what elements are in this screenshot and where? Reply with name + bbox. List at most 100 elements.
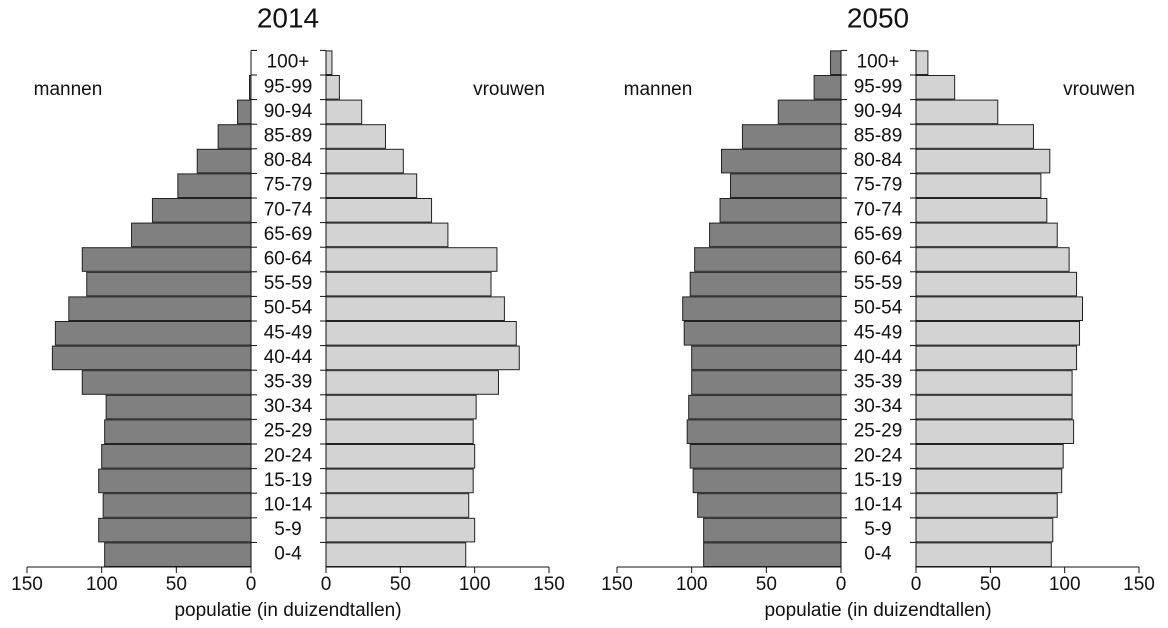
legend-label: vrouwen: [1063, 79, 1135, 100]
bar: [105, 394, 252, 420]
category-label: 55-59: [854, 273, 903, 294]
category-label: 60-64: [264, 249, 313, 270]
bar: [915, 419, 1075, 444]
bar: [325, 345, 520, 371]
x-tick-label: 150: [1123, 574, 1155, 595]
legend-label: vrouwen: [473, 79, 545, 100]
chart-title: 2050: [847, 2, 909, 33]
bar: [915, 271, 1078, 297]
category-label: 60-64: [854, 249, 903, 270]
category-label: 50-54: [264, 298, 313, 319]
category-label: 10-14: [854, 495, 903, 516]
bar: [719, 198, 842, 223]
category-label: 15-19: [264, 470, 313, 491]
bar: [325, 148, 404, 174]
bar: [325, 321, 517, 346]
bar: [777, 99, 842, 125]
bar: [741, 124, 842, 149]
bar: [325, 370, 499, 395]
category-label: 30-34: [264, 396, 313, 417]
bar: [915, 247, 1070, 272]
bar: [325, 222, 449, 248]
category-label: 100+: [267, 52, 310, 73]
category-label: 5-9: [864, 519, 891, 540]
bar: [686, 419, 842, 444]
category-label: 85-89: [854, 126, 903, 147]
category-label: 90-94: [854, 101, 903, 122]
bar: [325, 124, 386, 149]
category-label: 45-49: [264, 322, 313, 343]
bar: [689, 444, 842, 469]
bar: [196, 148, 252, 174]
bar: [104, 542, 252, 568]
category-label: 80-84: [854, 150, 903, 171]
category-label: 100+: [857, 52, 900, 73]
category-label: 75-79: [854, 175, 903, 196]
x-tick-label: 150: [601, 574, 633, 595]
bar: [830, 50, 842, 76]
category-label: 50-54: [854, 298, 903, 319]
bar: [697, 493, 842, 518]
category-label: 15-19: [854, 470, 903, 491]
bar: [325, 444, 476, 469]
x-tick-label: 150: [11, 574, 43, 595]
x-axis-label: populatie (in duizendtallen): [174, 600, 401, 621]
category-label: 70-74: [854, 199, 903, 220]
x-axis-label: populatie (in duizendtallen): [764, 600, 991, 621]
x-tick-label: 100: [86, 574, 118, 595]
x-tick-label: 0: [911, 574, 922, 595]
bar: [325, 296, 505, 321]
bar: [81, 370, 252, 395]
x-tick-label: 50: [756, 574, 777, 595]
category-label: 70-74: [264, 199, 313, 220]
bar: [915, 75, 956, 100]
bar: [68, 296, 252, 321]
bar: [54, 321, 252, 346]
bar: [325, 517, 476, 543]
x-tick-label: 100: [1049, 574, 1081, 595]
category-label: 85-89: [264, 126, 313, 147]
bar: [325, 50, 333, 76]
category-label: 65-69: [854, 224, 903, 245]
bar: [325, 247, 498, 272]
bar: [915, 370, 1073, 395]
bar: [692, 468, 842, 494]
bar: [915, 173, 1042, 198]
category-label: 20-24: [854, 445, 903, 466]
bar: [915, 50, 929, 76]
bar: [915, 124, 1034, 149]
category-label: 95-99: [854, 76, 903, 97]
bar: [217, 124, 252, 149]
bar: [915, 468, 1063, 494]
x-tick-label: 0: [246, 574, 257, 595]
bar: [915, 394, 1073, 420]
bar: [915, 296, 1084, 321]
category-label: 5-9: [274, 519, 301, 540]
x-tick-label: 100: [459, 574, 491, 595]
category-label: 40-44: [854, 347, 903, 368]
category-label: 25-29: [264, 421, 313, 442]
bar: [694, 247, 842, 272]
bar: [915, 345, 1078, 371]
bar: [237, 99, 252, 125]
bar: [151, 198, 252, 223]
bar: [325, 198, 433, 223]
category-label: 35-39: [264, 372, 313, 393]
bar: [915, 493, 1058, 518]
bar: [915, 321, 1081, 346]
bar: [131, 222, 252, 248]
x-tick-label: 150: [533, 574, 565, 595]
bar: [709, 222, 842, 248]
bar: [691, 370, 842, 395]
bar: [98, 468, 252, 494]
bar: [325, 271, 492, 297]
category-label: 0-4: [274, 544, 302, 565]
legend-label: mannen: [624, 79, 693, 100]
category-label: 0-4: [864, 544, 892, 565]
bar: [729, 173, 842, 198]
bar: [813, 75, 842, 100]
bar: [689, 271, 842, 297]
bar: [102, 493, 252, 518]
